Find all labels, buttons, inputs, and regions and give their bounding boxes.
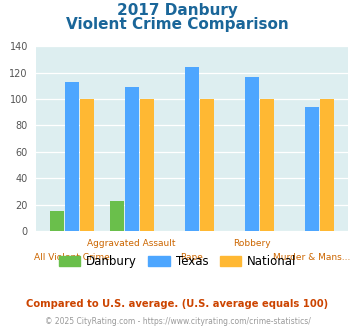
Text: Rape: Rape [180,253,203,262]
Text: Murder & Mans...: Murder & Mans... [273,253,350,262]
Bar [50,211,64,231]
Text: Violent Crime Comparison: Violent Crime Comparison [66,16,289,31]
Bar [80,99,93,231]
Text: All Violent Crime: All Violent Crime [34,253,109,262]
Text: © 2025 CityRating.com - https://www.cityrating.com/crime-statistics/: © 2025 CityRating.com - https://www.city… [45,317,310,326]
Bar [305,107,319,231]
Bar [320,99,334,231]
Text: Aggravated Assault: Aggravated Assault [87,239,176,248]
Bar [125,87,138,231]
Bar [200,99,214,231]
Bar [185,67,198,231]
Text: 2017 Danbury: 2017 Danbury [117,3,238,18]
Legend: Danbury, Texas, National: Danbury, Texas, National [54,250,301,273]
Text: Robbery: Robbery [233,239,271,248]
Bar [140,99,154,231]
Bar [65,82,78,231]
Bar [245,77,259,231]
Bar [260,99,274,231]
Bar [110,201,124,231]
Text: Compared to U.S. average. (U.S. average equals 100): Compared to U.S. average. (U.S. average … [26,299,329,309]
